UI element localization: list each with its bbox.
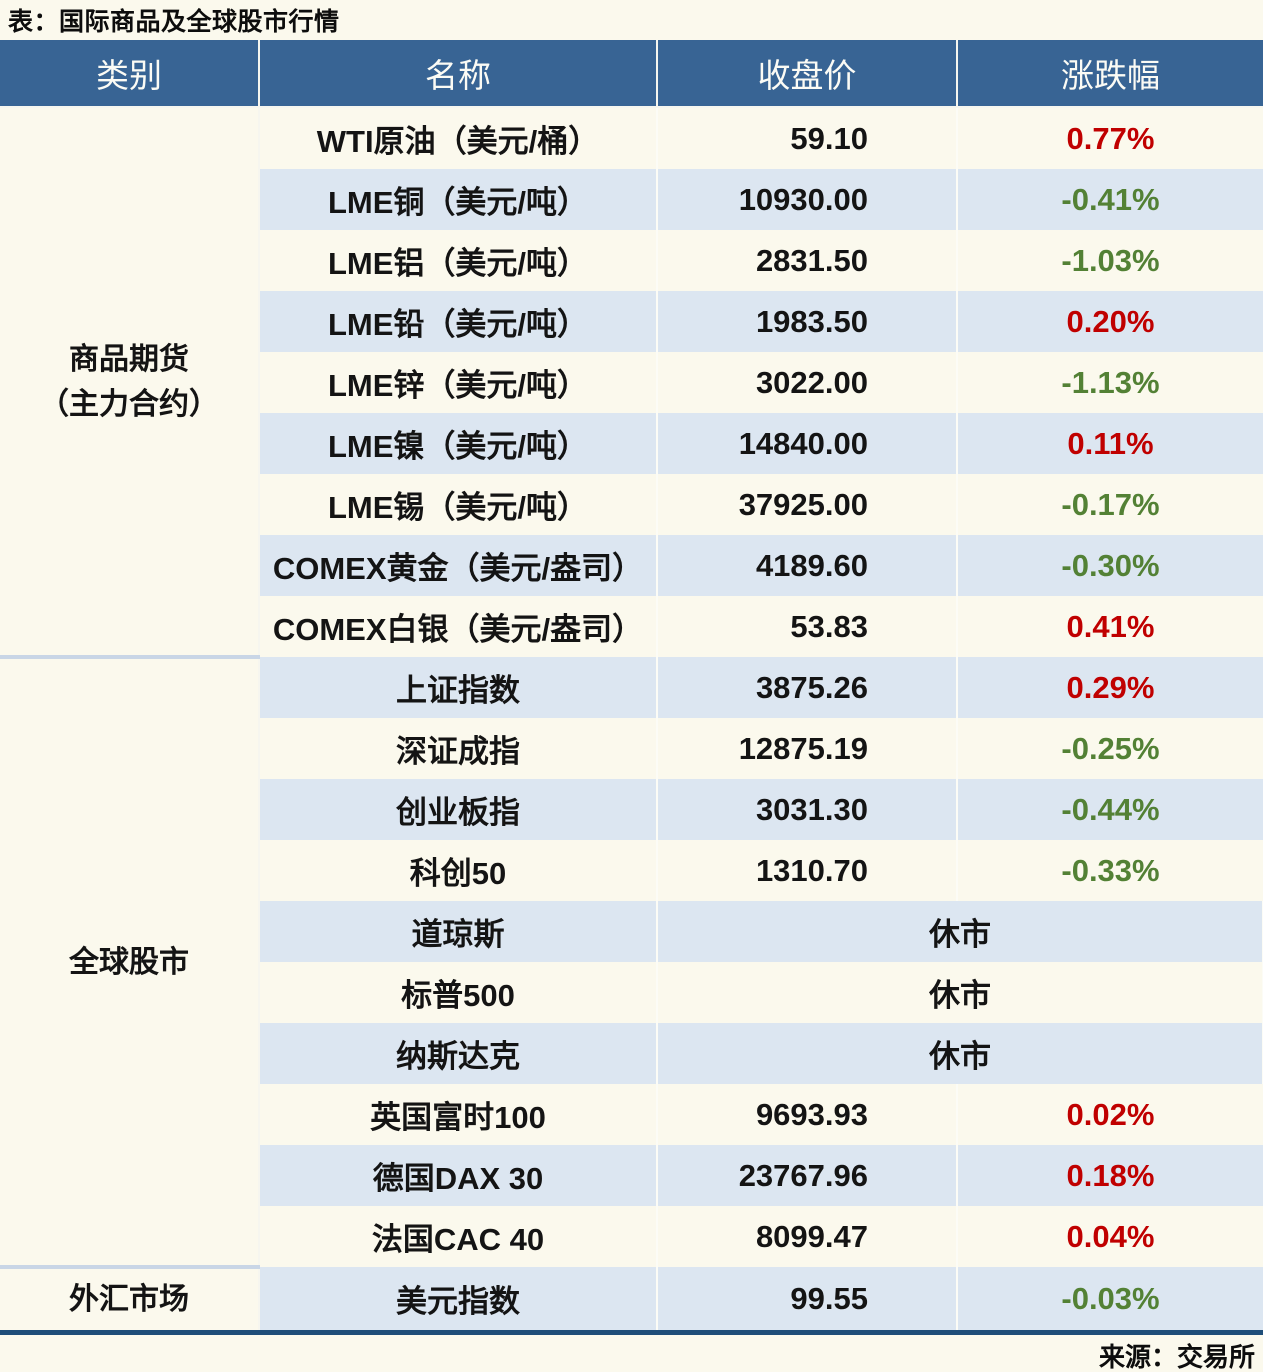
cell-close: 8099.47 [657, 1206, 958, 1267]
table-row: 德国DAX 30 23767.96 0.18% [0, 1145, 1263, 1206]
cell-close-merged: 休市 [657, 962, 1263, 1023]
cell-change: -0.41% [957, 169, 1263, 230]
cell-name: LME锡（美元/吨） [259, 474, 658, 535]
cell-name: LME镍（美元/吨） [259, 413, 658, 474]
cell-name: LME铜（美元/吨） [259, 169, 658, 230]
table-row: 科创50 1310.70 -0.33% [0, 840, 1263, 901]
cell-change: -0.44% [957, 779, 1263, 840]
cell-name: LME铝（美元/吨） [259, 230, 658, 291]
cell-change: 0.20% [957, 291, 1263, 352]
cell-change: 0.11% [957, 413, 1263, 474]
table-row: LME锡（美元/吨） 37925.00 -0.17% [0, 474, 1263, 535]
cell-change: -0.03% [957, 1267, 1263, 1333]
cell-change: 0.18% [957, 1145, 1263, 1206]
cell-name: 英国富时100 [259, 1084, 658, 1145]
header-category: 类别 [0, 40, 260, 108]
cell-close: 37925.00 [657, 474, 958, 535]
table-row: LME镍（美元/吨） 14840.00 0.11% [0, 413, 1263, 474]
cell-name: LME铅（美元/吨） [259, 291, 658, 352]
table-row: 道琼斯 休市 [0, 901, 1263, 962]
table-row: 英国富时100 9693.93 0.02% [0, 1084, 1263, 1145]
table-row: 商品期货 （主力合约） WTI原油（美元/桶） 59.10 0.77% [0, 107, 1263, 657]
cell-close: 2831.50 [657, 230, 958, 291]
source-note: 来源：交易所 [1098, 1342, 1255, 1372]
category-cell-commodity: 商品期货 （主力合约） [0, 107, 260, 657]
cell-change: -1.13% [1061, 364, 1160, 400]
table-row: 深证成指 12875.19 -0.25% [0, 718, 1263, 779]
table-row: 标普500 休市 [0, 962, 1263, 1023]
cell-close: 3875.26 [657, 657, 958, 718]
category-label-line1: 商品期货 [69, 342, 189, 376]
cell-change: -1.03% [1061, 242, 1160, 278]
table-row: 纳斯达克 休市 [0, 1023, 1263, 1084]
cell-change: -0.33% [1061, 852, 1160, 888]
category-cell-forex: 外汇市场 [0, 1265, 260, 1333]
cell-change: -0.30% [957, 535, 1263, 596]
cell-name: COMEX黄金（美元/盎司） [259, 535, 658, 596]
table-row: LME铝（美元/吨） 2831.50 -1.03% [0, 230, 1263, 291]
category-label-line2: （主力合约） [39, 387, 219, 421]
cell-name: 上证指数 [259, 657, 658, 718]
cell-name: 美元指数 [259, 1267, 658, 1333]
table-row: 外汇市场 美元指数 99.55 -0.03% [0, 1265, 1263, 1333]
cell-name: 德国DAX 30 [259, 1145, 658, 1206]
cell-close: 3031.30 [657, 779, 958, 840]
cell-close: 23767.96 [657, 1145, 958, 1206]
cell-change: 0.02% [1066, 1096, 1155, 1132]
cell-close: 10930.00 [657, 169, 958, 230]
table-row: 全球股市 上证指数 3875.26 0.29% [0, 655, 1263, 1267]
cell-close: 4189.60 [657, 535, 958, 596]
table-row: COMEX白银（美元/盎司） 53.83 0.41% [0, 596, 1263, 657]
cell-close-merged: 休市 [657, 901, 1263, 962]
header-name: 名称 [259, 40, 658, 108]
cell-name: 纳斯达克 [259, 1023, 658, 1084]
cell-close-merged: 休市 [657, 1023, 1263, 1084]
table-row: COMEX黄金（美元/盎司） 4189.60 -0.30% [0, 535, 1263, 596]
cell-name: 科创50 [259, 840, 658, 901]
table-row: 创业板指 3031.30 -0.44% [0, 779, 1263, 840]
cell-name: 深证成指 [259, 718, 658, 779]
table-row: LME铜（美元/吨） 10930.00 -0.41% [0, 169, 1263, 230]
table-header: 类别 名称 收盘价 涨跌幅 [0, 40, 1263, 108]
cell-change: 0.41% [1066, 608, 1155, 644]
cell-close: 99.55 [657, 1267, 958, 1333]
table-row: LME锌（美元/吨） 3022.00 -1.13% [0, 352, 1263, 413]
cell-change: 0.77% [1066, 120, 1155, 156]
cell-change: 0.04% [1066, 1218, 1155, 1254]
cell-close: 1983.50 [657, 291, 958, 352]
cell-name: 法国CAC 40 [259, 1206, 658, 1267]
header-close: 收盘价 [657, 40, 958, 108]
cell-change: -0.25% [1061, 730, 1160, 766]
cell-change: 0.29% [957, 657, 1263, 718]
cell-close: 3022.00 [657, 352, 958, 413]
cell-name: 标普500 [259, 962, 658, 1023]
cell-close: 53.83 [657, 596, 958, 657]
cell-close: 9693.93 [657, 1084, 958, 1145]
cell-name: 道琼斯 [259, 901, 658, 962]
cell-close: 14840.00 [657, 413, 958, 474]
cell-close: 12875.19 [657, 718, 958, 779]
header-change: 涨跌幅 [957, 40, 1263, 108]
cell-name: LME锌（美元/吨） [259, 352, 658, 413]
table-row: 法国CAC 40 8099.47 0.04% [0, 1206, 1263, 1267]
cell-name: COMEX白银（美元/盎司） [259, 596, 658, 657]
page-title: 表：国际商品及全球股市行情 [8, 8, 340, 36]
market-table: 类别 名称 收盘价 涨跌幅 商品期货 （主力合约） WTI原油（美元/桶） 59… [0, 40, 1263, 1335]
cell-name: 创业板指 [259, 779, 658, 840]
cell-name: WTI原油（美元/桶） [259, 107, 658, 169]
category-cell-stocks: 全球股市 [0, 655, 260, 1267]
cell-change: -0.17% [1061, 486, 1160, 522]
header-row: 类别 名称 收盘价 涨跌幅 [0, 40, 1263, 108]
cell-close: 1310.70 [657, 840, 958, 901]
table-row: LME铅（美元/吨） 1983.50 0.20% [0, 291, 1263, 352]
cell-close: 59.10 [657, 107, 958, 169]
